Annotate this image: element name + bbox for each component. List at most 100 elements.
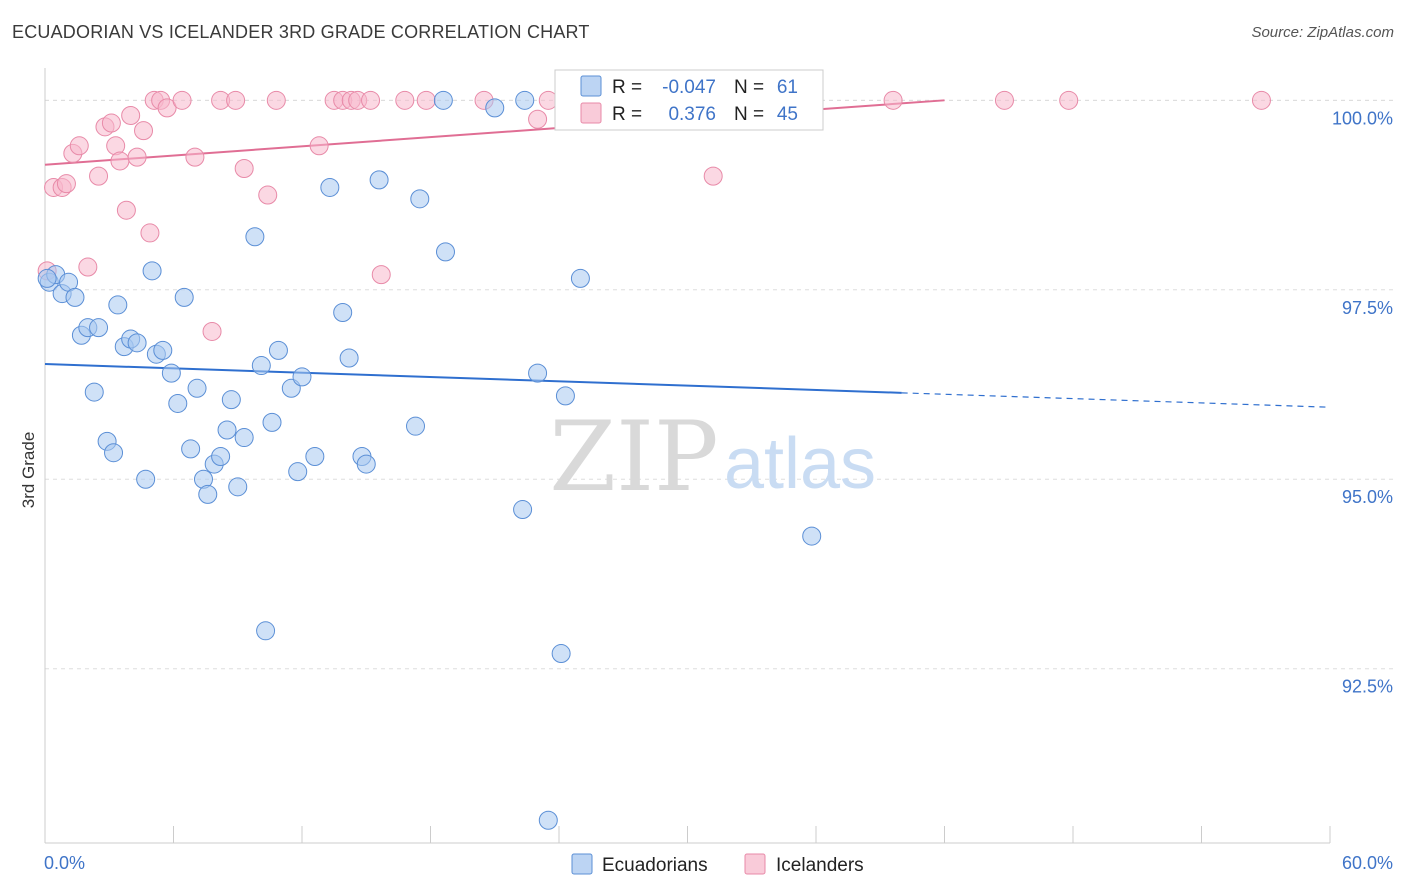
axis-layer: 92.5% 95.0% 97.5% 100.0% 0.0% 60.0% — [44, 68, 1393, 873]
point-ecuadorians — [513, 500, 533, 520]
trend-line-ecuadorians — [44, 363, 902, 394]
point-icelanders — [89, 166, 109, 186]
point-icelanders — [883, 90, 903, 110]
point-ecuadorians — [221, 390, 241, 410]
points-layer — [37, 90, 1271, 830]
point-ecuadorians — [262, 412, 282, 432]
x-tick-label: 0.0% — [44, 853, 85, 873]
point-icelanders — [116, 200, 136, 220]
point-ecuadorians — [305, 447, 325, 466]
point-ecuadorians — [528, 363, 548, 383]
point-ecuadorians — [168, 393, 188, 413]
point-icelanders — [226, 90, 246, 110]
point-ecuadorians — [198, 484, 218, 504]
y-tick-label: 97.5% — [1342, 298, 1393, 318]
point-icelanders — [361, 90, 381, 110]
point-icelanders — [266, 90, 286, 110]
point-ecuadorians — [127, 333, 147, 353]
point-ecuadorians — [161, 363, 181, 383]
y-tick-label: 92.5% — [1342, 677, 1393, 697]
point-ecuadorians — [65, 287, 85, 307]
point-ecuadorians — [555, 386, 575, 406]
point-icelanders — [202, 321, 222, 341]
point-ecuadorians — [570, 268, 590, 288]
watermark: ZIP atlas — [549, 401, 876, 513]
point-ecuadorians — [37, 268, 57, 288]
stats-n-value-1: 45 — [777, 104, 798, 125]
point-icelanders — [371, 265, 391, 285]
point-ecuadorians — [369, 170, 389, 190]
point-icelanders — [994, 90, 1014, 110]
point-icelanders — [234, 159, 254, 179]
legend-swatch-icelanders — [744, 853, 766, 875]
point-ecuadorians — [211, 447, 231, 466]
point-ecuadorians — [174, 287, 194, 307]
point-icelanders — [69, 136, 89, 156]
y-tick-label: 100.0% — [1332, 108, 1393, 128]
point-ecuadorians — [268, 340, 288, 360]
legend-swatch-ecuadorians — [571, 853, 593, 875]
point-ecuadorians — [153, 340, 173, 360]
point-ecuadorians — [181, 439, 201, 459]
stats-legend-swatch-pink — [580, 102, 602, 124]
point-icelanders — [101, 113, 121, 133]
point-ecuadorians — [356, 454, 376, 474]
point-ecuadorians — [228, 477, 248, 497]
point-icelanders — [395, 90, 415, 110]
point-icelanders — [703, 166, 723, 186]
point-ecuadorians — [551, 644, 571, 664]
stats-r-value-0: -0.047 — [662, 77, 716, 98]
trend-line-ecuadorians-extension — [901, 392, 1331, 408]
point-ecuadorians — [142, 261, 162, 281]
point-icelanders — [56, 174, 76, 194]
stats-n-label-1: N = — [734, 104, 764, 125]
point-ecuadorians — [217, 420, 237, 440]
point-ecuadorians — [320, 177, 340, 197]
point-ecuadorians — [406, 416, 426, 436]
point-icelanders — [157, 98, 177, 118]
point-ecuadorians — [84, 382, 104, 402]
point-ecuadorians — [104, 443, 124, 463]
watermark-atlas: atlas — [724, 424, 876, 504]
point-ecuadorians — [802, 526, 822, 546]
point-icelanders — [134, 121, 154, 141]
stats-n-label-0: N = — [734, 77, 764, 98]
point-ecuadorians — [89, 318, 109, 338]
stats-r-label-1: R = — [612, 104, 642, 125]
point-ecuadorians — [538, 810, 558, 830]
point-icelanders — [110, 151, 130, 171]
point-ecuadorians — [245, 227, 265, 247]
stats-legend-swatch-blue — [580, 75, 602, 97]
point-ecuadorians — [435, 242, 455, 262]
point-icelanders — [172, 90, 192, 110]
y-tick-label: 95.0% — [1342, 487, 1393, 507]
point-ecuadorians — [108, 295, 128, 315]
point-ecuadorians — [251, 356, 271, 376]
y-axis-title: 3rd Grade — [19, 432, 38, 509]
point-ecuadorians — [333, 303, 353, 323]
point-ecuadorians — [410, 189, 430, 209]
legend-label-ecuadorians: Ecuadorians — [602, 855, 708, 876]
stats-n-value-0: 61 — [777, 77, 798, 98]
bottom-legend: Ecuadorians Icelanders — [571, 853, 864, 876]
point-icelanders — [140, 223, 160, 243]
point-ecuadorians — [515, 90, 535, 110]
point-icelanders — [258, 185, 278, 205]
point-icelanders — [528, 109, 548, 129]
watermark-zip: ZIP — [549, 401, 718, 513]
stats-legend: R = -0.047 N = 61 R = 0.376 N = 45 — [554, 69, 824, 131]
x-tick-label: 60.0% — [1342, 853, 1393, 873]
point-icelanders — [309, 136, 329, 156]
stats-r-value-1: 0.376 — [668, 104, 716, 125]
legend-label-icelanders: Icelanders — [776, 855, 864, 876]
point-icelanders — [1059, 90, 1079, 110]
point-icelanders — [416, 90, 436, 110]
point-icelanders — [127, 147, 147, 167]
point-ecuadorians — [292, 367, 312, 387]
point-icelanders — [1251, 90, 1271, 110]
chart-title: ECUADORIAN VS ICELANDER 3RD GRADE CORREL… — [12, 22, 590, 42]
point-ecuadorians — [187, 378, 207, 398]
point-icelanders — [78, 257, 98, 277]
point-icelanders — [185, 147, 205, 167]
